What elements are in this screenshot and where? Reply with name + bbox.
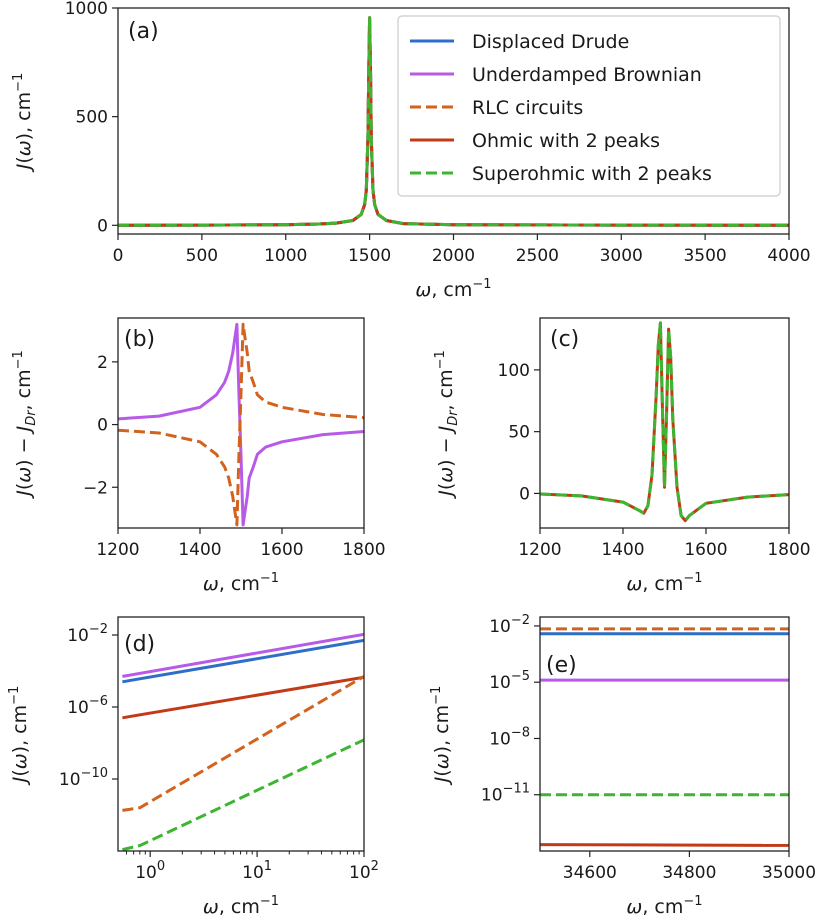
y-tick-label: 500: [76, 108, 108, 128]
x-axis-label: ω, cm−1: [415, 277, 491, 301]
x-tick-label: 102: [349, 859, 379, 883]
x-axis-label: ω, cm−1: [203, 571, 279, 595]
plot-area: [122, 632, 364, 851]
y-axis-label: J(ω) − JDr, cm−1: [11, 350, 39, 500]
axes-frame: [539, 317, 790, 529]
legend-label: Underdamped Brownian: [472, 64, 702, 86]
legend-label: RLC circuits: [472, 97, 583, 119]
plot-area: [540, 321, 789, 523]
legend: Displaced Drude Underdamped Brownian RLC c…: [397, 15, 781, 197]
panel-e: 34600 34800 35000 10−11 10−8 10−5 10−2 (e) ω, cm…: [429, 613, 816, 918]
x-tick-label: 2500: [516, 246, 559, 266]
legend-label: Superohmic with 2 peaks: [472, 163, 712, 185]
panel-label: (b): [124, 327, 155, 352]
panel-label: (e): [546, 653, 577, 678]
series-line-ohmic-with-2-peaks: [540, 321, 789, 523]
series-line-rlc-circuits: [122, 675, 364, 812]
x-tick-label: 35000: [762, 863, 816, 883]
x-tick-label: 34600: [563, 863, 617, 883]
x-axis-label: ω, cm−1: [203, 894, 279, 918]
x-tick-label: 1600: [260, 540, 303, 560]
panel-a: 0 500 1000 1500 2000 2500 3000 3500 4000 0 500 1000…: [11, 0, 811, 301]
legend-label: Ohmic with 2 peaks: [472, 130, 660, 152]
series-line-superohmic-with-2-peaks: [118, 16, 789, 227]
y-tick-label: 0: [97, 416, 108, 436]
x-tick-label: 1800: [767, 540, 810, 560]
x-tick-label: 0: [113, 246, 124, 266]
series-line-ohmic-with-2-peaks: [540, 843, 789, 847]
panel-label: (d): [124, 632, 155, 657]
panel-d: 100 101 102 10−10 10−6 10−2 (d) ω, cm−1 J(ω), cm…: [7, 616, 379, 918]
x-tick-label: 1200: [96, 540, 139, 560]
panel-label: (c): [550, 327, 579, 352]
panel-b: 1200 1400 1600 1800 −2 0 2 (b) ω, cm−1 J(ω) − JDr…: [11, 317, 386, 595]
x-tick-label: 100: [135, 859, 165, 883]
y-tick-label: 50: [508, 423, 530, 443]
y-tick-label: −2: [83, 478, 108, 498]
y-tick-label: 10−11: [481, 782, 530, 806]
axes-frame: [117, 317, 365, 529]
y-tick-label: 10−10: [59, 766, 108, 790]
y-tick-label: 10−6: [67, 694, 108, 718]
x-tick-label: 3500: [683, 246, 726, 266]
y-tick-label: 100: [498, 361, 530, 381]
series-line-rlc-circuits: [118, 322, 364, 527]
x-tick-label: 34800: [662, 863, 716, 883]
y-tick-label: 1000: [65, 0, 108, 19]
y-axis-label: J(ω) − JDr, cm−1: [433, 350, 461, 500]
panel-label: (a): [128, 19, 159, 44]
y-tick-label: 10−2: [67, 622, 108, 646]
series-line-ohmic-with-2-peaks: [122, 675, 364, 720]
x-axis-label: ω, cm−1: [626, 894, 702, 918]
x-tick-label: 1000: [264, 246, 307, 266]
y-axis-label: J(ω), cm−1: [429, 686, 453, 787]
y-tick-label: 10−8: [489, 725, 530, 749]
plot-area: [118, 16, 789, 227]
y-tick-label: 0: [519, 484, 530, 504]
plot-area: [540, 627, 789, 847]
y-tick-label: 0: [97, 216, 108, 236]
x-tick-label: 500: [186, 246, 218, 266]
y-tick-label: 2: [97, 353, 108, 373]
x-axis-label: ω, cm−1: [626, 571, 702, 595]
x-tick-label: 1400: [601, 540, 644, 560]
series-line-superohmic-with-2-peaks: [122, 738, 364, 851]
series-line-underdamped-brownian: [122, 632, 364, 678]
panel-c: 1200 1400 1600 1800 0 50 100 (c) ω, cm−1 J(ω) − J…: [433, 317, 811, 595]
x-tick-label: 101: [242, 859, 272, 883]
x-tick-label: 1600: [684, 540, 727, 560]
x-tick-label: 1200: [518, 540, 561, 560]
x-tick-label: 3000: [600, 246, 643, 266]
x-tick-label: 2000: [432, 246, 475, 266]
y-axis-label: J(ω), cm−1: [11, 73, 35, 174]
series-line-displaced-drude: [122, 638, 364, 684]
legend-label: Displaced Drude: [472, 31, 629, 53]
series-line-underdamped-brownian: [118, 322, 364, 527]
x-tick-label: 1800: [342, 540, 385, 560]
y-tick-label: 10−5: [489, 669, 530, 693]
series-line-superohmic-with-2-peaks: [540, 321, 789, 523]
legend-box: [397, 15, 781, 197]
x-tick-label: 1400: [178, 540, 221, 560]
x-tick-label: 1500: [348, 246, 391, 266]
plot-area: [118, 322, 364, 527]
axes-frame: [539, 616, 790, 852]
y-axis-label: J(ω), cm−1: [7, 686, 31, 787]
x-tick-label: 4000: [767, 246, 810, 266]
y-tick-label: 10−2: [489, 613, 530, 637]
